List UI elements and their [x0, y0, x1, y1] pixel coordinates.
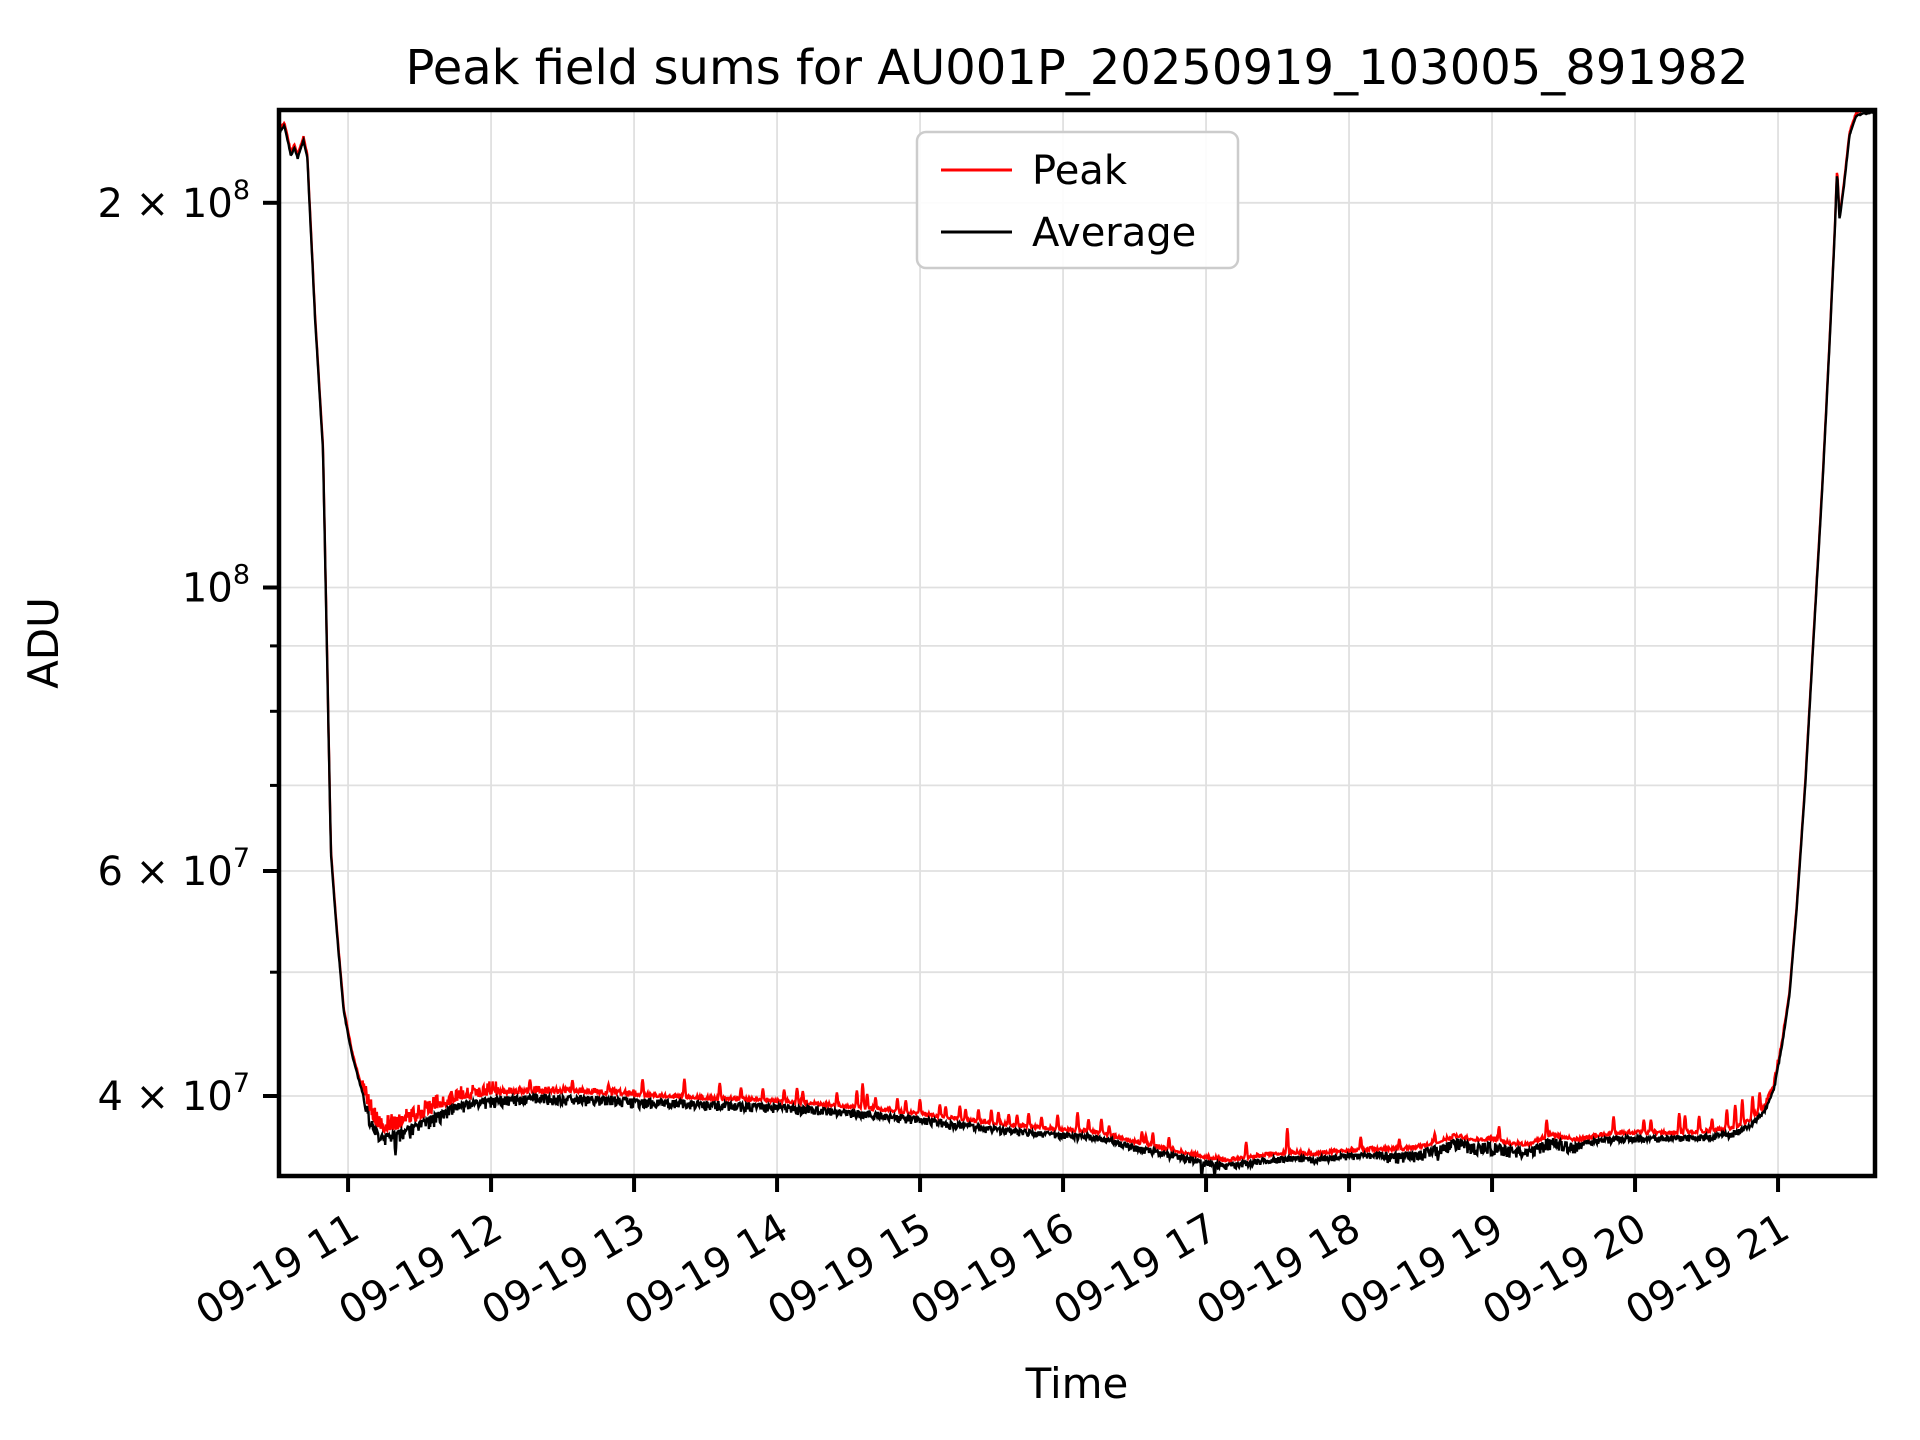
- y-axis-label: ADU: [19, 597, 68, 689]
- y-tick-label: 4 × 107: [98, 1068, 250, 1120]
- legend: Peak Average: [915, 130, 1240, 270]
- x-axis-label: Time: [1025, 1359, 1129, 1408]
- chart-title: Peak field sums for AU001P_20250919_1030…: [405, 40, 1748, 96]
- axes-frame: [263, 107, 1878, 1192]
- average-line: [279, 110, 1875, 1176]
- data-series: [279, 110, 1875, 1176]
- legend-box: [915, 130, 1240, 270]
- plot-border: [276, 107, 1878, 1179]
- peak-line: [279, 110, 1875, 1165]
- y-tick-label: 2 × 108: [98, 175, 250, 227]
- legend-average-label: Average: [1032, 210, 1196, 256]
- y-tick-label: 108: [182, 560, 250, 612]
- y-tick-label: 6 × 107: [98, 843, 250, 895]
- gridlines: [279, 110, 1875, 1176]
- legend-peak-label: Peak: [1032, 148, 1128, 194]
